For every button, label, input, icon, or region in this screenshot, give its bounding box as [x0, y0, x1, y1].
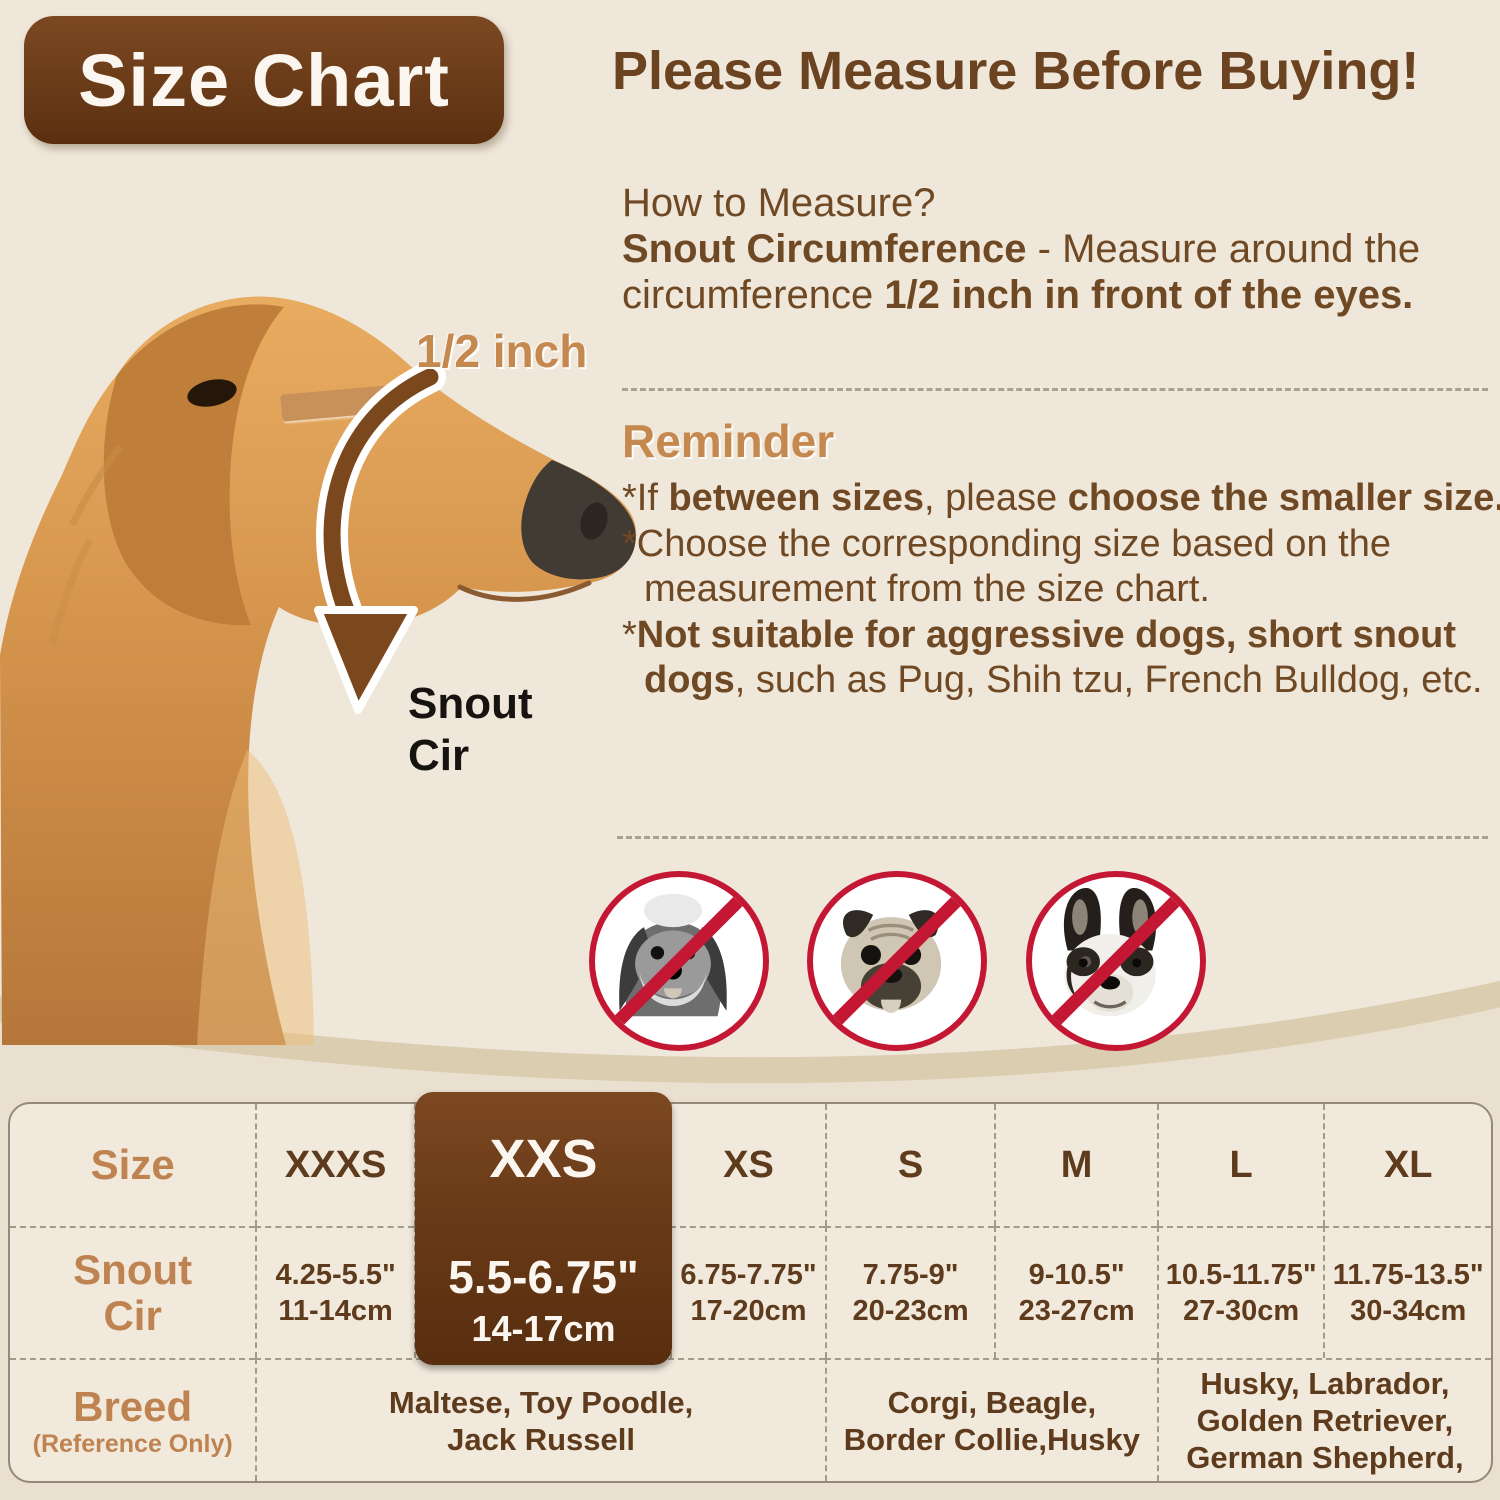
how-to-measure-text: Snout Circumference - Measure around the… [622, 227, 1421, 317]
col-s: S [824, 1104, 995, 1226]
breed-group-medium: Corgi, Beagle, Border Collie,Husky [824, 1358, 1157, 1481]
size-table: Size XXXS XS S M L XL Snout Cir 4.25-5.5… [8, 1092, 1493, 1483]
measure-arrow [314, 362, 446, 714]
reminder-title: Reminder [622, 415, 835, 467]
size-chart-title: Size Chart [78, 38, 450, 122]
snout-m: 9-10.5" 23-27cm [994, 1226, 1157, 1358]
table-header-size: Size [90, 1141, 175, 1188]
table-header-snout: Snout Cir [10, 1226, 256, 1358]
table-header-breed: Breed (Reference Only) [10, 1358, 256, 1481]
reminder-item-1: *If between sizes, please choose the sma… [622, 477, 1500, 519]
separator-line-top [622, 388, 1488, 391]
no-shih-tzu-icon [589, 871, 769, 1051]
col-xl: XL [1323, 1104, 1491, 1226]
col-xs: XS [670, 1104, 825, 1226]
page-headline: Please Measure Before Buying! [612, 41, 1420, 101]
xxs-size-label: XXS [489, 1129, 598, 1189]
breed-group-small: Maltese, Toy Poodle, Jack Russell [255, 1358, 825, 1481]
snout-xs: 6.75-7.75" 17-20cm [670, 1226, 825, 1358]
xxs-snout-inches: 5.5-6.75" [448, 1251, 639, 1303]
no-french-bulldog-icon [1026, 871, 1206, 1051]
snout-l: 10.5-11.75" 27-30cm [1156, 1226, 1324, 1358]
snout-xl: 11.75-13.5" 30-34cm [1323, 1226, 1491, 1358]
reminder-item-3: *Not suitable for aggressive dogs, short… [622, 614, 1483, 701]
xxs-snout-cm: 14-17cm [471, 1308, 616, 1349]
dog-eye [187, 379, 237, 407]
half-inch-label: 1/2 inch [416, 325, 588, 377]
size-chart-badge: Size Chart [24, 16, 504, 144]
reminder-list: *If between sizes, please choose the sma… [622, 476, 1500, 704]
snout-cir-label: Snout Cir [408, 679, 533, 780]
snout-s: 7.75-9" 20-23cm [824, 1226, 995, 1358]
how-to-measure-section: How to Measure? Snout Circumference - Me… [622, 180, 1500, 318]
col-m: M [994, 1104, 1157, 1226]
breed-group-large: Husky, Labrador, Golden Retriever, Germa… [1156, 1358, 1491, 1481]
reminder-item-2: *Choose the corresponding size based on … [622, 523, 1391, 610]
separator-line-bottom [617, 836, 1488, 839]
snout-xxxs: 4.25-5.5" 11-14cm [255, 1226, 414, 1358]
dog-ear [103, 304, 284, 626]
dog-head-photo [0, 296, 637, 1045]
dog-nose [521, 460, 636, 580]
col-xxs-placeholder [413, 1104, 670, 1226]
col-xxxs: XXXS [255, 1104, 414, 1226]
how-to-measure-title: How to Measure? [622, 181, 936, 225]
highlighted-size-xxs: XXS 5.5-6.75" 14-17cm [415, 1092, 672, 1365]
col-l: L [1156, 1104, 1324, 1226]
no-pug-icon [807, 871, 987, 1051]
dog-mouth [457, 580, 592, 602]
